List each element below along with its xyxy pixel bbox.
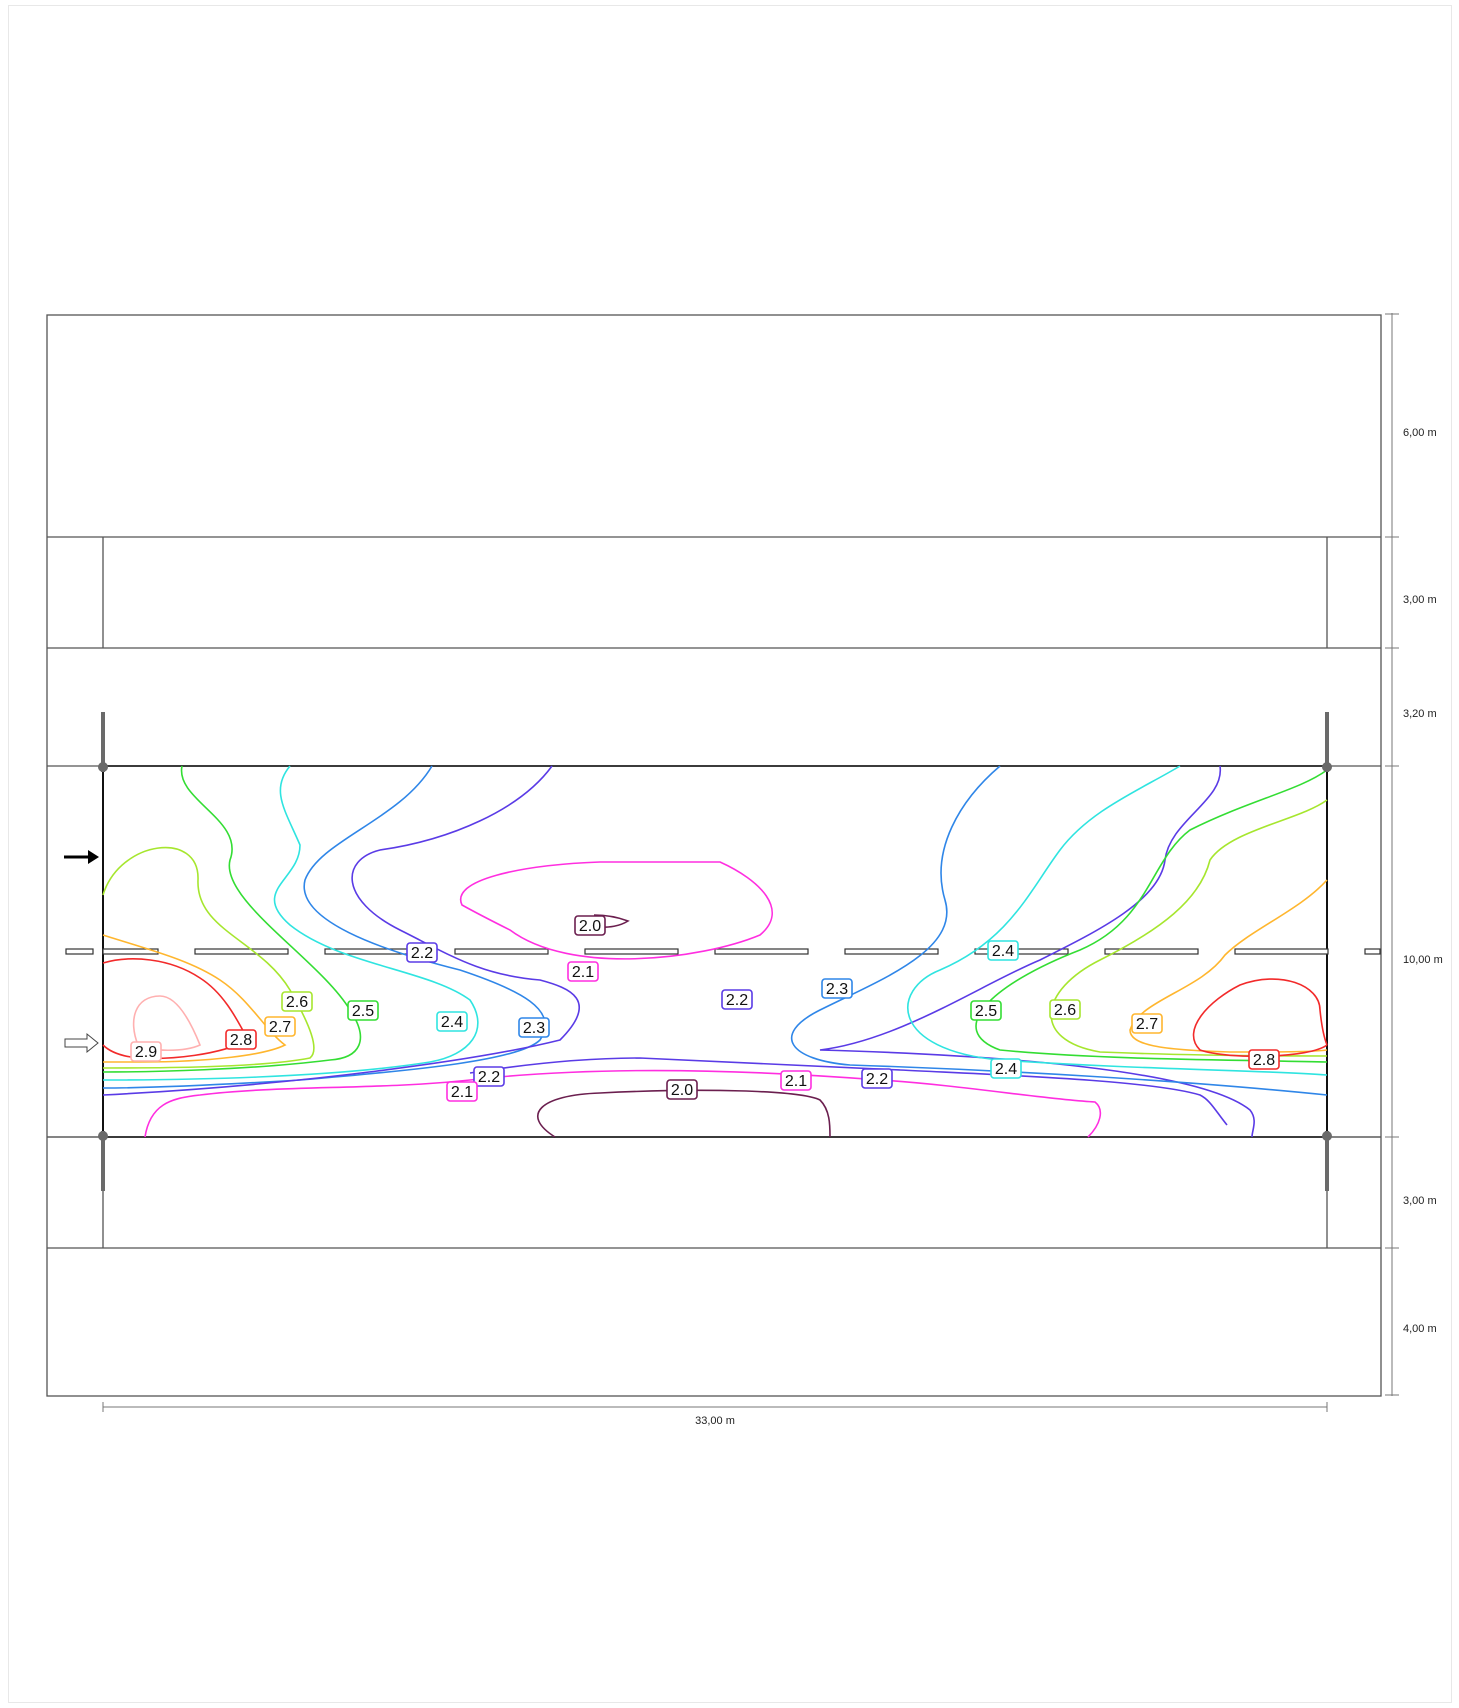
lane-dash — [1234, 948, 1329, 955]
lane-dash — [65, 948, 94, 955]
lane-dash — [584, 948, 679, 955]
vertical-dimension — [1385, 313, 1399, 1396]
isoline-2-0 — [536, 1089, 831, 1138]
isoline-label: 2.2 — [721, 989, 753, 1010]
lane-dash — [1364, 948, 1381, 955]
isoline-label: 2.8 — [225, 1029, 257, 1050]
lane-dash — [844, 948, 939, 955]
isoline-2-4 — [907, 765, 1328, 1076]
isoline-2-1 — [459, 861, 773, 960]
isoline-label: 2.7 — [1131, 1013, 1163, 1034]
isoline-label-text: 2.2 — [726, 992, 748, 1009]
isoline-label: 2.2 — [861, 1068, 893, 1089]
isoline-2-1 — [144, 1069, 1102, 1138]
pole-bottom-right — [1322, 1131, 1332, 1191]
dimension-label: 3,00 m — [1403, 594, 1437, 606]
isoline-2-9 — [132, 995, 202, 1051]
isolines — [102, 765, 1328, 1138]
isoline-label: 2.9 — [130, 1041, 162, 1062]
pole-bottom-left — [98, 1131, 108, 1191]
isoline-2-3 — [102, 765, 546, 1089]
isoline-label-text: 2.1 — [451, 1084, 473, 1101]
isoline-label-text: 2.6 — [286, 994, 308, 1011]
isoline-label: 2.6 — [1049, 999, 1081, 1020]
dimension-label: 10,00 m — [1403, 954, 1443, 966]
lane-dash — [454, 948, 549, 955]
isoline-2-6 — [1050, 799, 1328, 1057]
dimension-label: 6,00 m — [1403, 427, 1437, 439]
dimension-label: 4,00 m — [1403, 1323, 1437, 1335]
isoline-label-text: 2.0 — [671, 1082, 693, 1099]
isoline-2-4 — [102, 765, 479, 1081]
isoline-label-text: 2.8 — [230, 1032, 252, 1049]
isoline-label-text: 2.1 — [572, 964, 594, 981]
isoline-label-text: 2.4 — [441, 1014, 463, 1031]
isoline-label-text: 2.2 — [866, 1071, 888, 1088]
luminaire-poles — [98, 712, 1332, 1191]
lane-dash — [1104, 948, 1199, 955]
isoline-2-3 — [790, 765, 1328, 1096]
isoline-label-text: 2.5 — [975, 1003, 997, 1020]
isoline-label: 2.2 — [406, 942, 438, 963]
isoline-2-2 — [102, 765, 581, 1096]
plan-boundary — [46, 314, 1382, 1397]
isoline-label: 2.3 — [518, 1017, 550, 1038]
isoline-2-7 — [102, 934, 287, 1063]
isoline-label-text: 2.2 — [478, 1069, 500, 1086]
isoline-label: 2.4 — [436, 1011, 468, 1032]
isoline-label: 2.1 — [567, 961, 599, 982]
isoline-label: 2.1 — [780, 1070, 812, 1091]
traffic-arrow-filled — [64, 850, 99, 864]
drawing-sheet — [8, 5, 1452, 1703]
isoline-label-text: 2.9 — [135, 1044, 157, 1061]
isoline-2-0 — [593, 914, 630, 929]
isoline-label-text: 2.6 — [1054, 1002, 1076, 1019]
isoline-2-5 — [975, 769, 1328, 1063]
isoline-label-text: 2.0 — [579, 918, 601, 935]
isoline-label: 2.5 — [347, 1000, 379, 1021]
isoline-label-text: 2.4 — [995, 1061, 1017, 1078]
pole-top-left — [98, 712, 108, 772]
isoline-label: 2.0 — [666, 1079, 698, 1100]
dimension-label-width: 33,00 m — [695, 1415, 735, 1427]
isoline-2-8 — [1192, 978, 1328, 1058]
lane-dash — [714, 948, 809, 955]
isoline-label: 2.3 — [821, 978, 853, 999]
isoline-label-text: 2.5 — [352, 1003, 374, 1020]
isoline-label: 2.5 — [970, 1000, 1002, 1021]
isoline-label-text: 2.1 — [785, 1073, 807, 1090]
center-lane-marking — [65, 948, 1381, 955]
dimension-label: 3,00 m — [1403, 1195, 1437, 1207]
isoline-label: 2.2 — [473, 1066, 505, 1087]
isoline-label-text: 2.7 — [1136, 1016, 1158, 1033]
isoline-label-text: 2.4 — [992, 943, 1014, 960]
isoline-label: 2.4 — [990, 1058, 1022, 1079]
isoline-2-6 — [102, 846, 315, 1069]
isoline-label-text: 2.3 — [523, 1020, 545, 1037]
dimension-label: 3,20 m — [1403, 708, 1437, 720]
traffic-arrow-outline — [64, 1032, 99, 1054]
lane-dash — [194, 948, 289, 955]
isoline-label-text: 2.3 — [826, 981, 848, 998]
isoline-2-5 — [102, 765, 362, 1073]
isoline-labels: 2.0 2.1 2.2 2.2 2.3 2.4 2.6 2.5 2.7 2.4 2.3 2.9 2.8 2… — [130, 915, 1280, 1102]
isoline-label-text: 2.2 — [411, 945, 433, 962]
isoline-2-2 — [469, 1057, 1228, 1126]
isoline-label-text: 2.7 — [269, 1019, 291, 1036]
isoline-label: 2.7 — [264, 1016, 296, 1037]
isoline-label: 2.0 — [574, 915, 606, 936]
plan-outline — [46, 314, 1382, 1397]
isoline-label: 2.8 — [1248, 1049, 1280, 1070]
isoline-label-text: 2.8 — [1253, 1052, 1275, 1069]
isoline-label: 2.4 — [987, 940, 1019, 961]
horizontal-dimension — [102, 1402, 1328, 1412]
isoline-label: 2.1 — [446, 1081, 478, 1102]
pole-top-right — [1322, 712, 1332, 772]
isoline-label: 2.6 — [281, 991, 313, 1012]
